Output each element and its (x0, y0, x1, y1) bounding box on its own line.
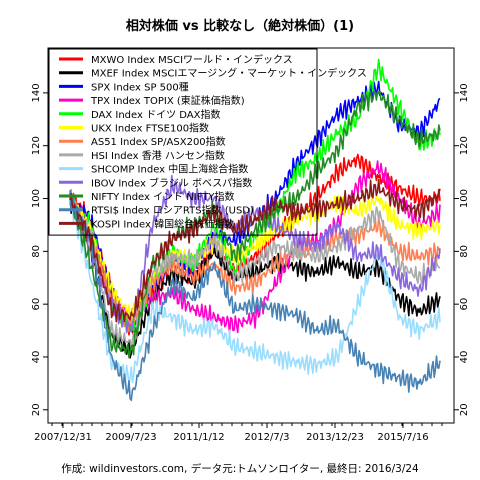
y-tick-label-right: 60 (459, 298, 470, 311)
legend-label: AS51 Index SP/ASX200指数 (91, 135, 226, 148)
legend-label: UKX Index FTSE100指数 (91, 122, 209, 135)
legend-label: KOSPI Index 韓国総合株価指数 (91, 217, 234, 230)
series-line (69, 190, 441, 402)
legend-box (48, 48, 318, 236)
y-tick-label-left: 20 (31, 403, 42, 416)
y-tick-label-right: 140 (459, 83, 470, 102)
y-tick-label-left: 140 (31, 83, 42, 102)
x-tick-label: 2015/7/16 (377, 432, 428, 443)
legend-label: SPX Index SP 500種 (91, 80, 189, 93)
plot-frame (47, 47, 455, 424)
y-tick-label-right: 120 (459, 136, 470, 155)
series-layer (69, 58, 441, 402)
legend-label: DAX Index ドイツ DAX指数 (91, 108, 221, 121)
y-tick-label-right: 80 (459, 245, 470, 258)
legend-label: HSI Index 香港 ハンセン指数 (91, 149, 225, 162)
x-tick-label: 2012/7/3 (245, 432, 290, 443)
y-axis-left: 20 40 60 80 100 120 140 (31, 83, 48, 416)
y-tick-label-left: 120 (31, 136, 42, 155)
y-tick-label-right: 100 (459, 189, 470, 208)
series-line (69, 90, 441, 359)
chart-footer: 作成: wildinvestors.com, データ元:トムソンロイター, 最終… (61, 462, 419, 475)
x-axis: 2007/12/31 2009/7/23 2011/1/12 2012/7/3 2013… (34, 423, 443, 443)
y-tick-label-right: 20 (459, 403, 470, 416)
y-tick-label-left: 60 (31, 298, 42, 311)
x-tick-label: 2013/12/23 (306, 432, 364, 443)
legend-label: NIFTY Index インド NIFTY指数 (91, 190, 235, 203)
y-tick-label-left: 40 (31, 351, 42, 364)
chart-title: 相対株価 vs 比較なし（絶対株価）(1) (126, 18, 354, 34)
y-tick-label-right: 40 (459, 351, 470, 364)
y-axis-right: 20 40 60 80 100 120 140 (454, 83, 470, 416)
legend-label: TPX Index TOPIX (東証株価指数) (90, 94, 245, 107)
x-tick-label: 2007/12/31 (34, 432, 92, 443)
legend-label: SHCOMP Index 中国上海総合指数 (91, 163, 248, 176)
legend-label: IBOV Index ブラジル ボベスパ指数 (91, 176, 252, 189)
y-tick-label-left: 100 (31, 189, 42, 208)
series-line (69, 188, 441, 333)
legend-label: MXWO Index MSCIワールド・インデックス (91, 53, 293, 66)
y-tick-label-left: 80 (31, 245, 42, 258)
x-tick-label: 2011/1/12 (173, 432, 224, 443)
series-line (69, 179, 441, 323)
legend-label: MXEF Index MSCIエマージング・マーケット・インデックス (91, 67, 367, 80)
legend-label: RTSI$ Index ロシアRTS指数 (USD) (91, 204, 254, 217)
x-tick-label: 2009/7/23 (105, 432, 156, 443)
